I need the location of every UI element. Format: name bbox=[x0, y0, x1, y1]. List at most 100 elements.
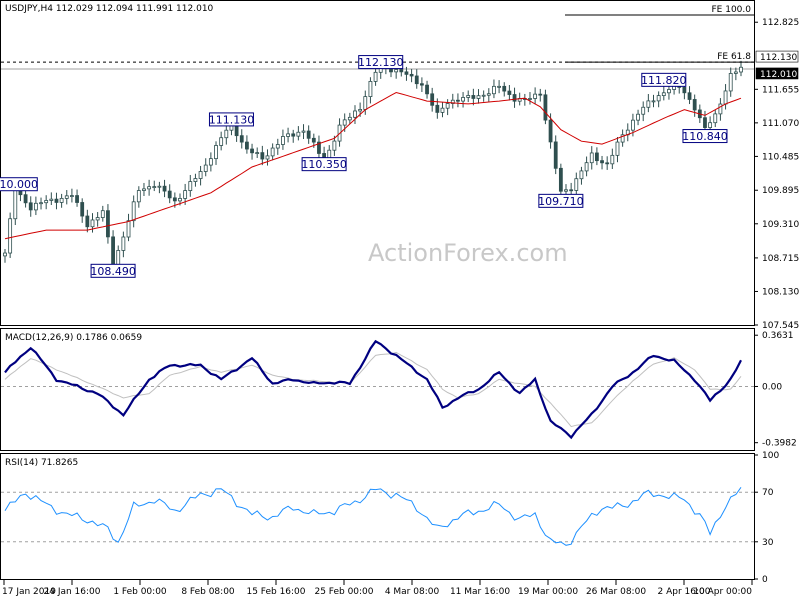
price-tick-label: 109.310 bbox=[762, 220, 799, 230]
candle-body bbox=[631, 119, 635, 131]
candle-body bbox=[368, 81, 373, 98]
candle-body bbox=[564, 189, 568, 192]
candle-body bbox=[548, 119, 553, 143]
macd-tick-label: 0.3631 bbox=[762, 331, 794, 341]
swing-annotations: 110.000 108.490 111.130 110.350 112.130 109.7… bbox=[0, 55, 728, 278]
candle-body bbox=[347, 116, 352, 121]
candle-body bbox=[430, 93, 435, 106]
watermark: ActionForex.com bbox=[368, 239, 568, 267]
candle-body bbox=[569, 189, 574, 192]
candle-body bbox=[687, 92, 692, 100]
candle-body bbox=[543, 94, 548, 121]
candle-body bbox=[265, 155, 270, 160]
swing-annotation: 109.710 bbox=[538, 193, 584, 208]
price-highlight-box bbox=[755, 50, 799, 63]
fib-level-label: FE 61.8 bbox=[717, 52, 751, 62]
candle-body bbox=[739, 66, 743, 73]
time-tick-label: 2 Apr 16:00 bbox=[658, 587, 711, 597]
candle-body bbox=[152, 186, 157, 188]
candle-body bbox=[476, 95, 481, 99]
time-tick-label: 19 Mar 00:00 bbox=[518, 587, 578, 597]
candle-body bbox=[270, 147, 275, 157]
macd-tick-label: -0.3982 bbox=[762, 439, 797, 449]
candle-body bbox=[239, 135, 244, 143]
fibonacci-levels: FE 100.0 FE 61.8 bbox=[565, 5, 754, 63]
candle-body bbox=[121, 236, 126, 251]
swing-annotation-value: 109.710 bbox=[538, 195, 584, 208]
candle-body bbox=[131, 201, 136, 222]
candle-body bbox=[533, 93, 538, 99]
rsi-pane-title: RSI(14) 71.8265 bbox=[5, 458, 78, 468]
price-tick-label: 109.895 bbox=[762, 186, 799, 196]
candle-body bbox=[708, 122, 713, 128]
price-tick-label: 110.485 bbox=[762, 152, 799, 162]
candle-body bbox=[208, 158, 213, 166]
swing-annotation-value: 110.840 bbox=[682, 130, 728, 143]
price-tick-label: 111.655 bbox=[762, 85, 799, 95]
candle-body bbox=[95, 217, 100, 221]
candle-body bbox=[100, 210, 105, 218]
swing-annotation: 110.840 bbox=[682, 129, 728, 144]
price-highlight-label: 112.010 bbox=[760, 70, 797, 80]
candle-body bbox=[306, 130, 311, 139]
candle-body bbox=[291, 133, 296, 137]
time-tick-label: 8 Feb 08:00 bbox=[181, 587, 235, 597]
candle-body bbox=[419, 83, 424, 86]
candle-body bbox=[281, 136, 285, 145]
candle-body bbox=[528, 98, 532, 100]
candle-body bbox=[363, 96, 368, 110]
candle-body bbox=[440, 107, 445, 113]
time-tick-label: 11 Mar 16:00 bbox=[450, 587, 510, 597]
candle-body bbox=[728, 73, 733, 92]
candle-body bbox=[492, 85, 496, 95]
candle-body bbox=[64, 195, 69, 199]
swing-annotation-value: 110.000 bbox=[0, 178, 38, 191]
price-tick-label: 112.825 bbox=[762, 18, 799, 28]
swing-annotation-value: 110.350 bbox=[301, 158, 347, 171]
candle-body bbox=[373, 71, 378, 82]
rsi-tick-label: 30 bbox=[762, 538, 774, 548]
price-tick-label: 108.715 bbox=[762, 254, 799, 264]
price-tick-label: 107.545 bbox=[762, 321, 799, 331]
candle-body bbox=[59, 197, 64, 203]
candle-body bbox=[198, 171, 203, 179]
candle-body bbox=[353, 110, 357, 118]
candle-body bbox=[317, 141, 321, 154]
candle-body bbox=[28, 202, 33, 211]
candle-body bbox=[75, 195, 79, 203]
candle-body bbox=[126, 220, 131, 238]
candle-body bbox=[178, 198, 182, 202]
candle-body bbox=[651, 100, 656, 103]
candle-body bbox=[558, 167, 563, 192]
candle-body bbox=[311, 137, 316, 143]
candle-body bbox=[224, 129, 229, 139]
candle-body bbox=[414, 75, 419, 85]
candle-body bbox=[425, 84, 429, 95]
time-tick-label: 25 Feb 00:00 bbox=[314, 587, 373, 597]
candle-body bbox=[435, 104, 440, 113]
candle-body bbox=[456, 99, 460, 102]
candle-body bbox=[713, 113, 718, 124]
swing-annotation: 111.820 bbox=[641, 72, 687, 87]
time-tick-label: 15 Feb 16:00 bbox=[246, 587, 305, 597]
candle-body bbox=[594, 152, 599, 162]
candle-body bbox=[342, 119, 347, 126]
candle-body bbox=[142, 188, 146, 191]
candle-body bbox=[219, 137, 224, 146]
candle-body bbox=[44, 200, 49, 204]
candle-body bbox=[80, 202, 85, 217]
candle-body bbox=[147, 186, 152, 190]
candle-body bbox=[445, 103, 450, 109]
swing-annotation: 112.130 bbox=[358, 55, 403, 70]
candle-body bbox=[193, 178, 198, 182]
price-pane-title: USDJPY,H4 112.029 112.094 111.991 112.01… bbox=[5, 4, 214, 14]
candle-body bbox=[85, 215, 90, 228]
candle-body bbox=[656, 95, 661, 102]
candle-body bbox=[404, 71, 409, 75]
candle-body bbox=[255, 152, 260, 155]
candle-body bbox=[260, 152, 265, 160]
candle-body bbox=[3, 252, 7, 257]
candle-body bbox=[183, 190, 188, 199]
